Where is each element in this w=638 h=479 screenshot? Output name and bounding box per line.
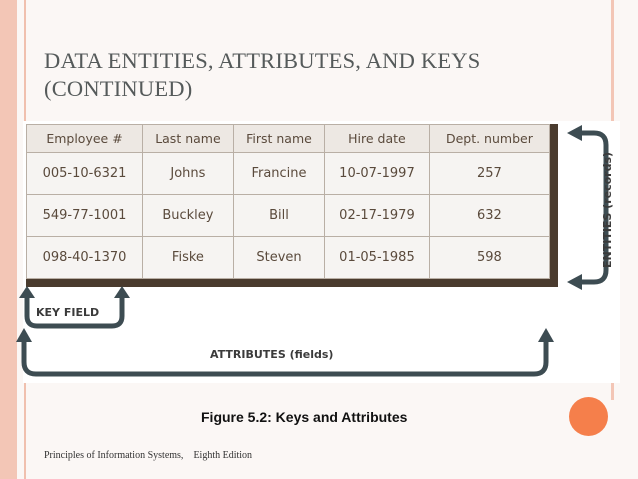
header-hire-date: Hire date <box>324 124 430 153</box>
header-first-name: First name <box>232 124 326 153</box>
key-field-arrow: KEY FIELD <box>19 286 130 329</box>
orange-circle-decoration <box>569 397 608 436</box>
cell-employee-number: 549-77-1001 <box>26 194 143 237</box>
cell-employee-number: 098-40-1370 <box>26 236 143 279</box>
slide-title-line-1: DATA ENTITIES, ATTRIBUTES, AND KEYS <box>44 48 481 73</box>
table-row: 005-10-6321 Johns Francine 10-07-1997 25… <box>26 152 551 195</box>
cell-last-name: Buckley <box>141 194 234 237</box>
header-employee-number: Employee # <box>26 124 143 153</box>
cell-dept-number: 257 <box>428 152 551 195</box>
attributes-arrow: ATTRIBUTES (fields) <box>16 328 554 377</box>
figure-caption: Figure 5.2: Keys and Attributes <box>201 409 408 425</box>
cell-hire-date: 10-07-1997 <box>324 152 430 195</box>
footer-edition: Eighth Edition <box>193 450 253 461</box>
cell-last-name: Fiske <box>141 236 234 279</box>
slide-title: DATA ENTITIES, ATTRIBUTES, AND KEYS (CON… <box>44 47 604 103</box>
entities-label: ENTITIES (records) <box>601 152 614 268</box>
table-header-row: Employee # Last name First name Hire dat… <box>26 124 551 153</box>
table-row: 098-40-1370 Fiske Steven 01-05-1985 598 <box>26 236 551 279</box>
footer-book-title: Principles of Information Systems, <box>44 450 184 461</box>
cell-first-name: Bill <box>232 194 326 237</box>
left-accent-bar <box>0 0 17 479</box>
cell-employee-number: 005-10-6321 <box>26 152 143 195</box>
cell-first-name: Francine <box>232 152 326 195</box>
cell-dept-number: 598 <box>428 236 551 279</box>
attributes-label: ATTRIBUTES (fields) <box>210 348 333 361</box>
cell-last-name: Johns <box>141 152 234 195</box>
key-field-label: KEY FIELD <box>36 306 99 319</box>
footer: Principles of Information Systems, Eighth… <box>44 450 252 461</box>
table-row: 549-77-1001 Buckley Bill 02-17-1979 632 <box>26 194 551 237</box>
cell-first-name: Steven <box>232 236 326 279</box>
header-dept-number: Dept. number <box>428 124 551 153</box>
employee-table: Employee # Last name First name Hire dat… <box>26 124 551 279</box>
slide-title-line-2: (CONTINUED) <box>44 76 193 101</box>
entities-arrow: ENTITIES (records) <box>567 125 614 290</box>
cell-hire-date: 02-17-1979 <box>324 194 430 237</box>
